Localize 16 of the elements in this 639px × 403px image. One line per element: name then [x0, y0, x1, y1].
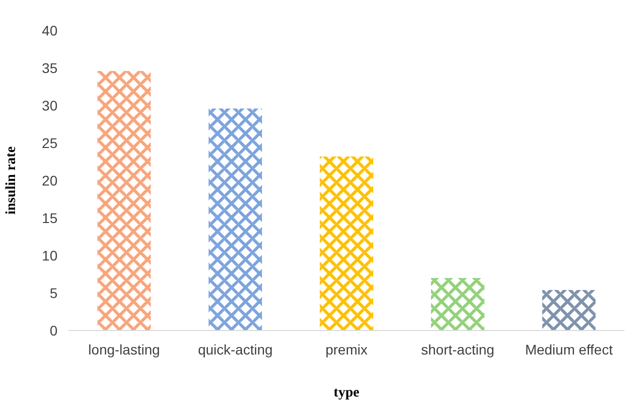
y-tick-label: 15	[42, 210, 58, 226]
x-tick-label: Medium effect	[525, 342, 613, 358]
y-tick-label: 0	[50, 322, 58, 338]
x-axis-title: type	[334, 386, 360, 400]
x-tick-label: long-lasting	[88, 342, 160, 358]
y-tick-label: 30	[42, 98, 58, 114]
y-axis-title: insulin rate	[4, 146, 19, 215]
y-tick-label: 5	[50, 285, 58, 301]
x-tick-label: premix	[325, 342, 368, 358]
y-tick-label: 25	[42, 135, 58, 151]
x-tick-label: short-acting	[421, 342, 494, 358]
y-tick-label: 40	[42, 22, 58, 38]
x-tick-label: quick-acting	[198, 342, 273, 358]
y-tick-label: 35	[42, 60, 58, 76]
y-tick-label: 10	[42, 248, 58, 264]
y-tick-label: 20	[42, 172, 58, 188]
